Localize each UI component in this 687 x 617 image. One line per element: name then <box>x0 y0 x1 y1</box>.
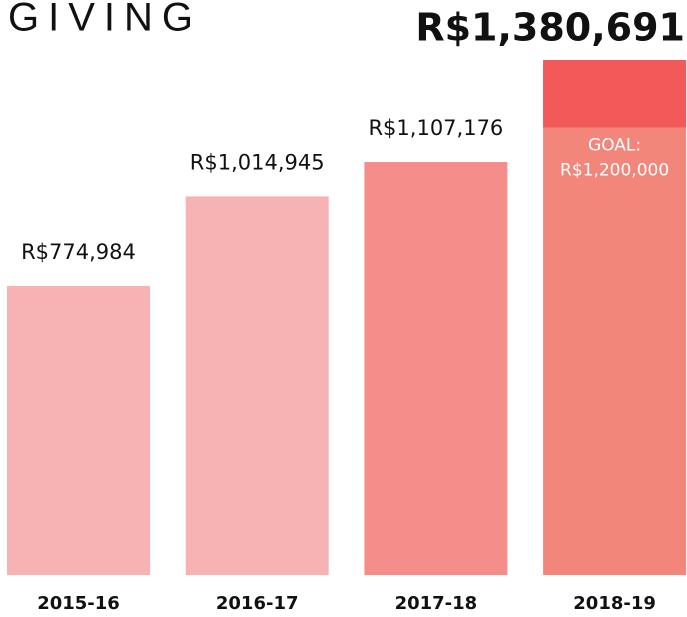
bar <box>7 285 150 575</box>
value-label: R$1,107,176 <box>368 116 503 140</box>
bar <box>364 162 508 575</box>
goal-label: GOAL: <box>588 135 641 155</box>
x-tick-label: 2015-16 <box>37 593 120 614</box>
value-label: R$1,380,691 <box>415 6 685 50</box>
x-tick-label: 2017-18 <box>395 593 478 614</box>
goal-excess <box>543 60 687 128</box>
x-tick-label: 2018-19 <box>573 593 656 614</box>
value-label: R$1,014,945 <box>190 150 325 174</box>
goal-value: R$1,200,000 <box>560 160 669 180</box>
x-tick-label: 2016-17 <box>216 593 299 614</box>
chart-title: GIVING <box>8 0 202 40</box>
value-label: R$774,984 <box>21 240 136 264</box>
bar <box>543 60 687 575</box>
bar <box>185 196 329 575</box>
